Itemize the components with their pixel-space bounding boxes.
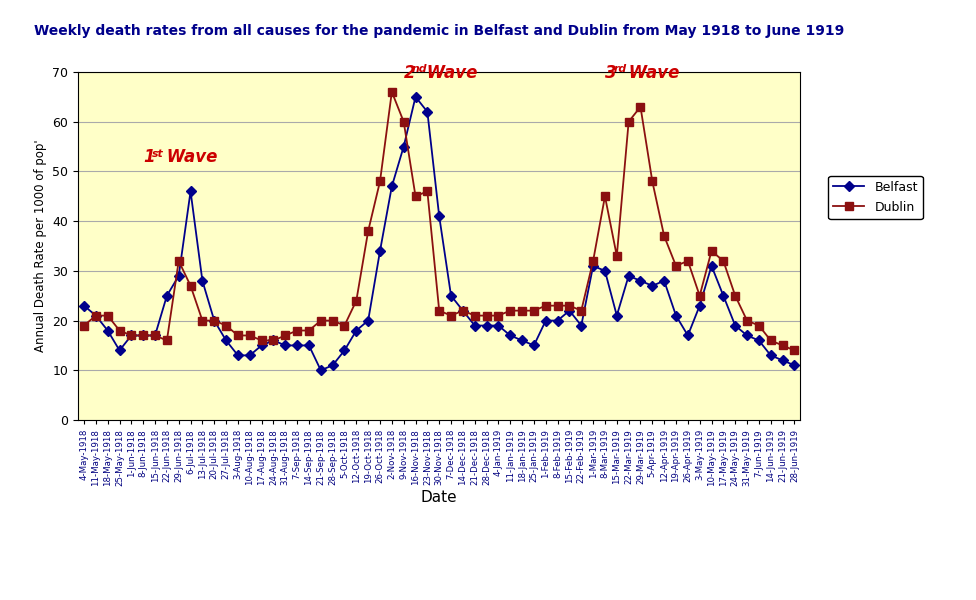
Dublin xyxy=(327,317,339,324)
Text: Wave: Wave xyxy=(422,64,478,82)
Dublin xyxy=(78,322,90,329)
Belfast xyxy=(717,292,729,299)
Belfast xyxy=(78,302,90,309)
Text: rd: rd xyxy=(613,64,627,74)
Belfast xyxy=(315,367,327,374)
Dublin xyxy=(244,332,256,339)
Text: nd: nd xyxy=(412,64,427,74)
Dublin xyxy=(386,88,397,95)
Line: Belfast: Belfast xyxy=(81,94,797,374)
Belfast xyxy=(244,352,256,359)
Belfast xyxy=(789,362,800,369)
Text: Wave: Wave xyxy=(623,64,679,82)
Belfast xyxy=(481,322,493,329)
Belfast xyxy=(528,342,540,349)
Y-axis label: Annual Death Rate per 1000 of pop': Annual Death Rate per 1000 of pop' xyxy=(34,140,47,352)
Dublin xyxy=(221,322,232,329)
Dublin xyxy=(706,247,717,254)
Dublin xyxy=(789,347,800,354)
Belfast xyxy=(221,337,232,344)
Dublin xyxy=(516,307,528,314)
Text: Weekly death rates from all causes for the pandemic in Belfast and Dublin from M: Weekly death rates from all causes for t… xyxy=(34,24,844,38)
Belfast xyxy=(339,347,350,354)
Text: Wave: Wave xyxy=(161,148,218,166)
Text: st: st xyxy=(151,149,163,159)
Text: 1: 1 xyxy=(143,148,155,166)
Belfast xyxy=(410,93,422,100)
Text: 2: 2 xyxy=(404,64,416,82)
Dublin xyxy=(468,312,480,319)
Text: 3: 3 xyxy=(605,64,617,82)
Legend: Belfast, Dublin: Belfast, Dublin xyxy=(829,176,923,219)
X-axis label: Date: Date xyxy=(421,490,458,505)
Line: Dublin: Dublin xyxy=(80,88,798,355)
